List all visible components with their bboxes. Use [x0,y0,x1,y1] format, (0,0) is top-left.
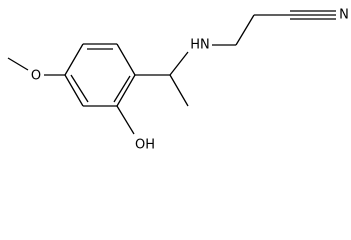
atom-label: OH [135,138,155,153]
bonds [7,10,336,135]
atom-label: O [31,69,41,84]
bond [235,14,255,46]
bond [70,74,89,103]
bond [116,43,136,76]
bond [116,74,136,107]
bond [64,74,84,107]
atom-label: N [339,8,349,23]
bond [169,51,189,76]
bond [113,75,131,103]
bond [116,105,135,135]
page: {"atoms": [{"label": "O"}, {"label": "OH… [7,7,349,153]
atom-label: HN [190,38,210,53]
structure-diagram: O OH HN N [7,8,349,153]
bond [169,74,189,107]
bond [64,43,84,76]
bond [7,57,29,71]
